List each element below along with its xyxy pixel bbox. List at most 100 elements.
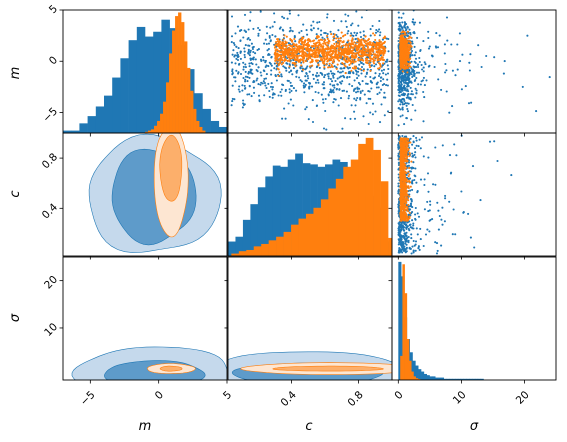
scatter-point-s0	[450, 171, 453, 174]
scatter-point-s0	[402, 12, 405, 15]
scatter-point-s0	[412, 249, 415, 252]
scatter-point-s0	[318, 66, 321, 69]
scatter-point-s1	[288, 50, 291, 53]
scatter-point-s0	[397, 16, 401, 19]
hist-bar-s0	[449, 378, 453, 380]
scatter-point-s1	[399, 207, 402, 210]
scatter-point-s1	[344, 47, 347, 50]
hist-bar-s0	[452, 378, 456, 380]
scatter-point-s0	[403, 235, 406, 238]
scatter-point-s0	[242, 68, 245, 71]
hist-bar-s0	[418, 369, 422, 380]
scatter-point-s1	[378, 45, 381, 48]
scatter-point-s0	[468, 61, 471, 64]
scatter-point-s0	[348, 66, 351, 69]
scatter-point-s0	[419, 238, 422, 241]
scatter-point-s1	[407, 203, 410, 207]
hist-bar-s1	[253, 246, 262, 256]
scatter-point-s0	[270, 73, 273, 76]
scatter-point-s1	[364, 35, 367, 38]
scatter-point-s0	[413, 60, 416, 63]
scatter-point-s1	[345, 55, 348, 58]
scatter-point-s0	[260, 81, 263, 84]
scatter-point-s0	[409, 33, 412, 36]
scatter-point-s0	[358, 63, 361, 66]
scatter-point-s1	[364, 48, 367, 51]
scatter-point-s0	[405, 89, 408, 92]
scatter-point-s0	[386, 78, 389, 81]
scatter-point-s0	[397, 233, 400, 236]
hist-bar-s1	[380, 181, 389, 256]
scatter-point-s0	[414, 213, 417, 216]
scatter-point-s0	[281, 83, 284, 86]
scatter-point-s0	[308, 82, 312, 85]
scatter-point-s1	[285, 44, 288, 48]
scatter-point-s1	[334, 48, 337, 51]
scatter-point-s0	[407, 205, 410, 208]
scatter-point-s0	[401, 106, 404, 109]
scatter-point-s0	[249, 49, 252, 52]
scatter-point-s1	[402, 186, 406, 189]
hist-bar-s0	[242, 219, 251, 256]
scatter-point-s0	[288, 63, 291, 66]
scatter-point-s0	[370, 64, 373, 67]
scatter-point-s0	[411, 103, 414, 107]
scatter-point-s1	[360, 50, 363, 53]
scatter-point-s1	[405, 205, 409, 209]
scatter-point-s0	[399, 7, 401, 9]
scatter-point-s0	[410, 252, 413, 255]
scatter-point-s1	[399, 169, 402, 172]
hist-bar-s0	[438, 377, 442, 380]
scatter-point-s0	[239, 57, 242, 60]
scatter-point-s0	[293, 36, 296, 39]
scatter-point-s0	[398, 135, 401, 138]
scatter-point-s0	[369, 28, 372, 31]
scatter-point-s0	[316, 79, 319, 82]
scatter-point-s0	[285, 62, 288, 65]
scatter-point-s0	[410, 233, 413, 236]
scatter-point-s0	[304, 108, 307, 111]
scatter-point-s0	[289, 84, 293, 87]
scatter-point-s0	[406, 82, 409, 85]
scatter-point-s0	[415, 71, 419, 74]
scatter-point-s0	[242, 61, 245, 64]
hist-bar-s1	[291, 224, 299, 256]
scatter-point-s1	[327, 52, 330, 55]
hist-bar-s1	[276, 236, 284, 256]
scatter-point-s0	[304, 79, 307, 82]
scatter-point-s0	[362, 34, 366, 37]
scatter-point-s1	[402, 165, 405, 168]
scatter-point-s1	[334, 50, 337, 53]
scatter-point-s0	[282, 65, 285, 68]
scatter-point-s1	[324, 39, 327, 42]
scatter-point-s1	[403, 33, 406, 36]
contour-orange-inner	[272, 365, 384, 372]
scatter-point-s0	[444, 197, 447, 200]
scatter-point-s0	[266, 32, 269, 35]
scatter-point-s0	[407, 85, 410, 88]
scatter-point-s0	[241, 106, 244, 109]
scatter-point-s0	[263, 94, 266, 97]
scatter-point-s0	[355, 99, 358, 102]
scatter-point-s0	[362, 115, 365, 118]
scatter-point-s1	[403, 67, 406, 70]
scatter-point-s0	[295, 89, 298, 92]
scatter-point-s0	[437, 78, 440, 81]
scatter-point-s0	[404, 224, 408, 227]
scatter-point-s1	[363, 44, 366, 47]
scatter-point-s0	[413, 45, 416, 48]
scatter-point-s1	[406, 56, 410, 59]
scatter-point-s0	[458, 60, 462, 63]
scatter-point-s1	[400, 44, 403, 47]
scatter-point-s0	[422, 40, 425, 43]
scatter-point-s1	[319, 45, 323, 48]
scatter-point-s0	[236, 51, 239, 54]
scatter-point-s0	[427, 156, 430, 159]
scatter-point-s0	[417, 245, 420, 248]
scatter-point-s0	[365, 82, 368, 85]
scatter-point-s0	[288, 12, 291, 15]
scatter-point-s0	[414, 96, 417, 99]
scatter-point-s0	[460, 88, 463, 91]
scatter-point-s0	[252, 50, 255, 54]
scatter-point-s0	[234, 54, 237, 57]
